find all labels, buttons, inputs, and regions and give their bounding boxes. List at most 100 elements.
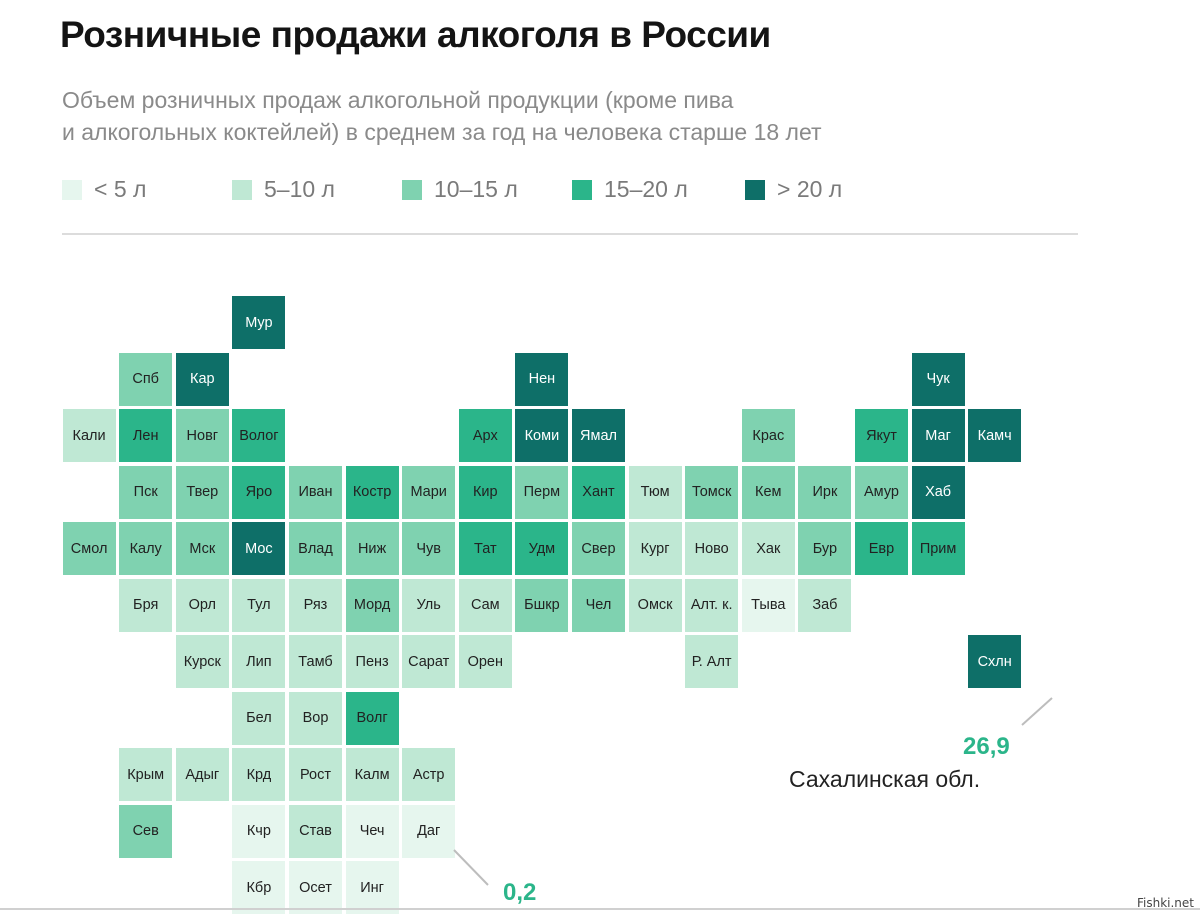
- legend-swatch: [62, 180, 82, 200]
- legend-swatch: [572, 180, 592, 200]
- legend-swatch: [745, 180, 765, 200]
- region-tile: Хант: [572, 465, 625, 519]
- region-tile: Орл: [175, 578, 229, 632]
- region-tile: Коми: [515, 409, 569, 462]
- region-tile: Кар: [175, 352, 229, 406]
- region-tile: Тюм: [628, 465, 682, 519]
- region-tile: Даг: [402, 804, 456, 858]
- region-tile: Кчр: [232, 804, 286, 858]
- region-tile: Бур: [798, 522, 852, 575]
- region-tile: Ирк: [798, 465, 852, 519]
- legend-swatch: [402, 180, 422, 200]
- region-tile: Хаб: [911, 465, 965, 519]
- region-tile: Тат: [458, 522, 512, 575]
- subtitle: Объем розничных продаж алкогольной проду…: [62, 84, 1062, 148]
- region-tile: Ниж: [345, 522, 399, 575]
- region-tile: Омск: [628, 578, 682, 632]
- bottom-rule: [0, 908, 1200, 910]
- region-tile: Тул: [232, 578, 286, 632]
- chechnya-leader-line: [453, 849, 489, 886]
- region-tile: Кир: [458, 465, 512, 519]
- region-tile: Амур: [855, 465, 908, 519]
- page-title: Розничные продажи алкоголя в России: [60, 14, 771, 55]
- region-tile: Чук: [911, 352, 965, 406]
- region-tile: Евр: [855, 522, 908, 575]
- region-tile: Бшкр: [515, 578, 569, 632]
- region-tile: Влад: [289, 522, 342, 575]
- region-tile: Мари: [402, 465, 456, 519]
- region-tile: Камч: [968, 409, 1022, 462]
- sakhalin-leader-line: [1021, 697, 1053, 726]
- region-tile: Курск: [175, 635, 229, 688]
- watermark: Fishki.net: [1136, 896, 1194, 910]
- region-tile: Орен: [458, 635, 512, 688]
- region-tile: Кбр: [232, 861, 286, 914]
- region-tile: Волг: [345, 691, 399, 745]
- region-tile: Ново: [685, 522, 739, 575]
- region-tile: Арх: [458, 409, 512, 462]
- region-tile: Твер: [175, 465, 229, 519]
- region-tile: Вор: [289, 691, 342, 745]
- legend-swatch: [232, 180, 252, 200]
- min-value-callout: 0,2: [503, 879, 537, 906]
- subtitle-line-1: Объем розничных продаж алкогольной проду…: [62, 87, 734, 113]
- region-tile: Пенз: [345, 635, 399, 688]
- legend-label: < 5 л: [94, 176, 147, 202]
- region-tile: Калу: [119, 522, 173, 575]
- region-tile: Волог: [232, 409, 286, 462]
- max-region-name: Сахалинская обл.: [789, 766, 981, 792]
- region-tile: Сам: [458, 578, 512, 632]
- divider: [62, 233, 1078, 235]
- subtitle-line-2: и алкогольных коктейлей) в среднем за го…: [62, 119, 822, 145]
- region-tile: Прим: [911, 522, 965, 575]
- region-tile: Кали: [62, 409, 116, 462]
- region-tile: Ямал: [572, 409, 625, 462]
- region-tile: Нен: [515, 352, 569, 406]
- legend-label: 10–15 л: [434, 176, 518, 202]
- region-tile: Астр: [402, 748, 456, 801]
- region-tile: Сев: [119, 804, 173, 858]
- region-tile: Уль: [402, 578, 456, 632]
- region-tile: Костр: [345, 465, 399, 519]
- region-tile: Бел: [232, 691, 286, 745]
- region-tile: Якут: [855, 409, 908, 462]
- region-tile: Иван: [289, 465, 342, 519]
- region-tile: Бря: [119, 578, 173, 632]
- region-tile: Кем: [741, 465, 795, 519]
- region-tile: Рост: [289, 748, 342, 801]
- region-tile: Крым: [119, 748, 173, 801]
- region-tile: Чеч: [345, 804, 399, 858]
- region-tile: Мск: [175, 522, 229, 575]
- region-tile: Чел: [572, 578, 625, 632]
- region-tile: Новг: [175, 409, 229, 462]
- region-tile: Адыг: [175, 748, 229, 801]
- legend-label: 5–10 л: [264, 176, 335, 202]
- region-tile: Перм: [515, 465, 569, 519]
- region-tile: Кург: [628, 522, 682, 575]
- region-tile: Р. Алт: [685, 635, 739, 688]
- region-tile: Крас: [741, 409, 795, 462]
- region-tile: Пск: [119, 465, 173, 519]
- region-tile: Заб: [798, 578, 852, 632]
- region-tile: Маг: [911, 409, 965, 462]
- region-tile: Спб: [119, 352, 173, 406]
- region-tile: Ряз: [289, 578, 342, 632]
- region-tile: Лип: [232, 635, 286, 688]
- region-tile: Свер: [572, 522, 625, 575]
- region-tile: Лен: [119, 409, 173, 462]
- region-tile: Хак: [741, 522, 795, 575]
- legend-label: > 20 л: [777, 176, 843, 202]
- region-tile: Осет: [289, 861, 342, 914]
- region-tile: Инг: [345, 861, 399, 914]
- region-tile: Удм: [515, 522, 569, 575]
- region-tile: Крд: [232, 748, 286, 801]
- region-tile: Морд: [345, 578, 399, 632]
- region-tile: Тамб: [289, 635, 342, 688]
- region-tile: Став: [289, 804, 342, 858]
- region-tile: Мур: [232, 296, 286, 349]
- region-tile: Калм: [345, 748, 399, 801]
- region-tile: Чув: [402, 522, 456, 575]
- region-tile: Яро: [232, 465, 286, 519]
- region-tile: Томск: [685, 465, 739, 519]
